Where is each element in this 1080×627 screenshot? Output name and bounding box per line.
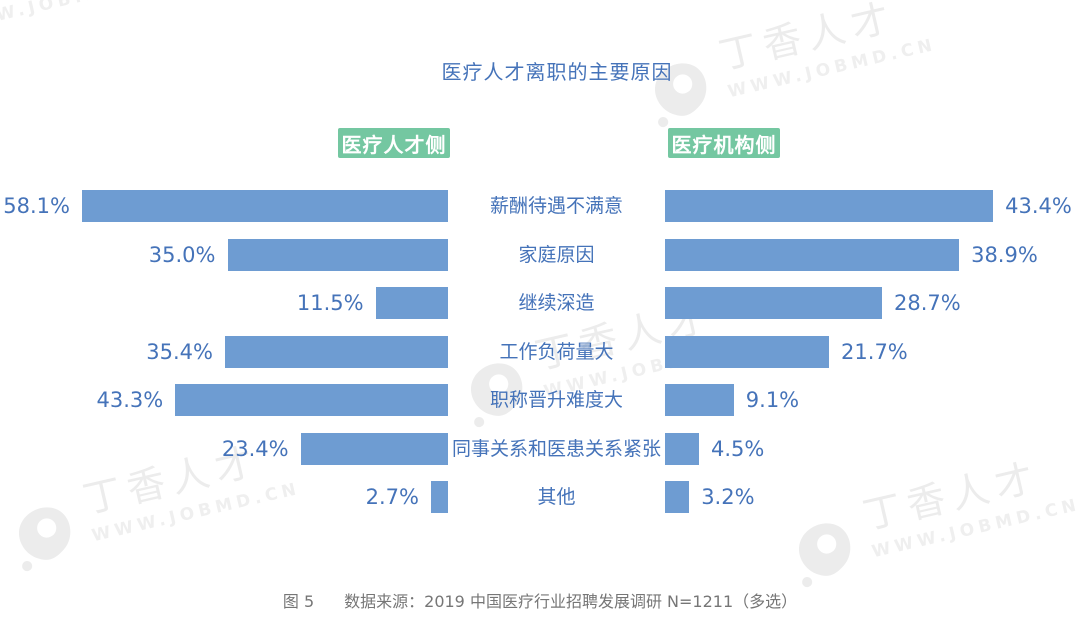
org-side-bar [665,481,690,513]
talent-side-bar [175,384,448,416]
talent-side-value: 35.4% [146,339,213,364]
category-label: 其他 [537,486,576,508]
org-side-bar [665,335,830,368]
org-side-bar [665,238,960,271]
category-label: 工作负荷量大 [499,340,614,363]
org-side-bar [665,384,734,416]
chart-footer: 图 5 数据来源：2019 中国医疗行业招聘发展调研 N=1211（多选） [0,588,1080,612]
org-side-value: 21.7% [841,339,908,364]
figure-number: 图 5 [282,592,315,611]
talent-side-bar [81,190,448,222]
talent-side-bar [375,287,448,319]
org-side-bar [665,190,994,222]
org-side-value: 4.5% [711,436,765,461]
category-label: 家庭原因 [518,243,595,266]
org-side-value: 3.2% [701,485,755,509]
org-side-value: 9.1% [745,388,800,412]
category-label: 继续深造 [518,292,595,314]
category-label: 薪酬待遇不满意 [489,195,623,217]
badge-talent-side: 医疗人才侧 [338,128,450,158]
talent-side-bar [224,335,448,368]
talent-side-value: 11.5% [296,291,364,315]
talent-side-value: 23.4% [221,436,289,461]
talent-side-value: 58.1% [3,194,70,218]
talent-side-value: 43.3% [96,388,164,412]
talent-side-bar [431,481,448,513]
talent-side-value: 35.0% [148,242,216,267]
category-label: 职称晋升难度大 [489,389,623,411]
org-side-value: 38.9% [971,242,1038,267]
badge-org-side: 医疗机构侧 [668,128,780,158]
org-side-bar [665,432,700,465]
org-side-value: 28.7% [893,291,961,315]
talent-side-bar [300,432,448,465]
org-side-bar [665,287,882,319]
page-title: 医疗人才离职的主要原因 [441,60,673,84]
talent-side-value: 2.7% [365,485,419,509]
data-source-text: 数据来源：2019 中国医疗行业招聘发展调研 N=1211（多选） [344,592,798,611]
category-label: 同事关系和医患关系紧张 [451,437,661,460]
talent-side-bar [227,238,448,271]
org-side-value: 43.4% [1005,194,1072,218]
